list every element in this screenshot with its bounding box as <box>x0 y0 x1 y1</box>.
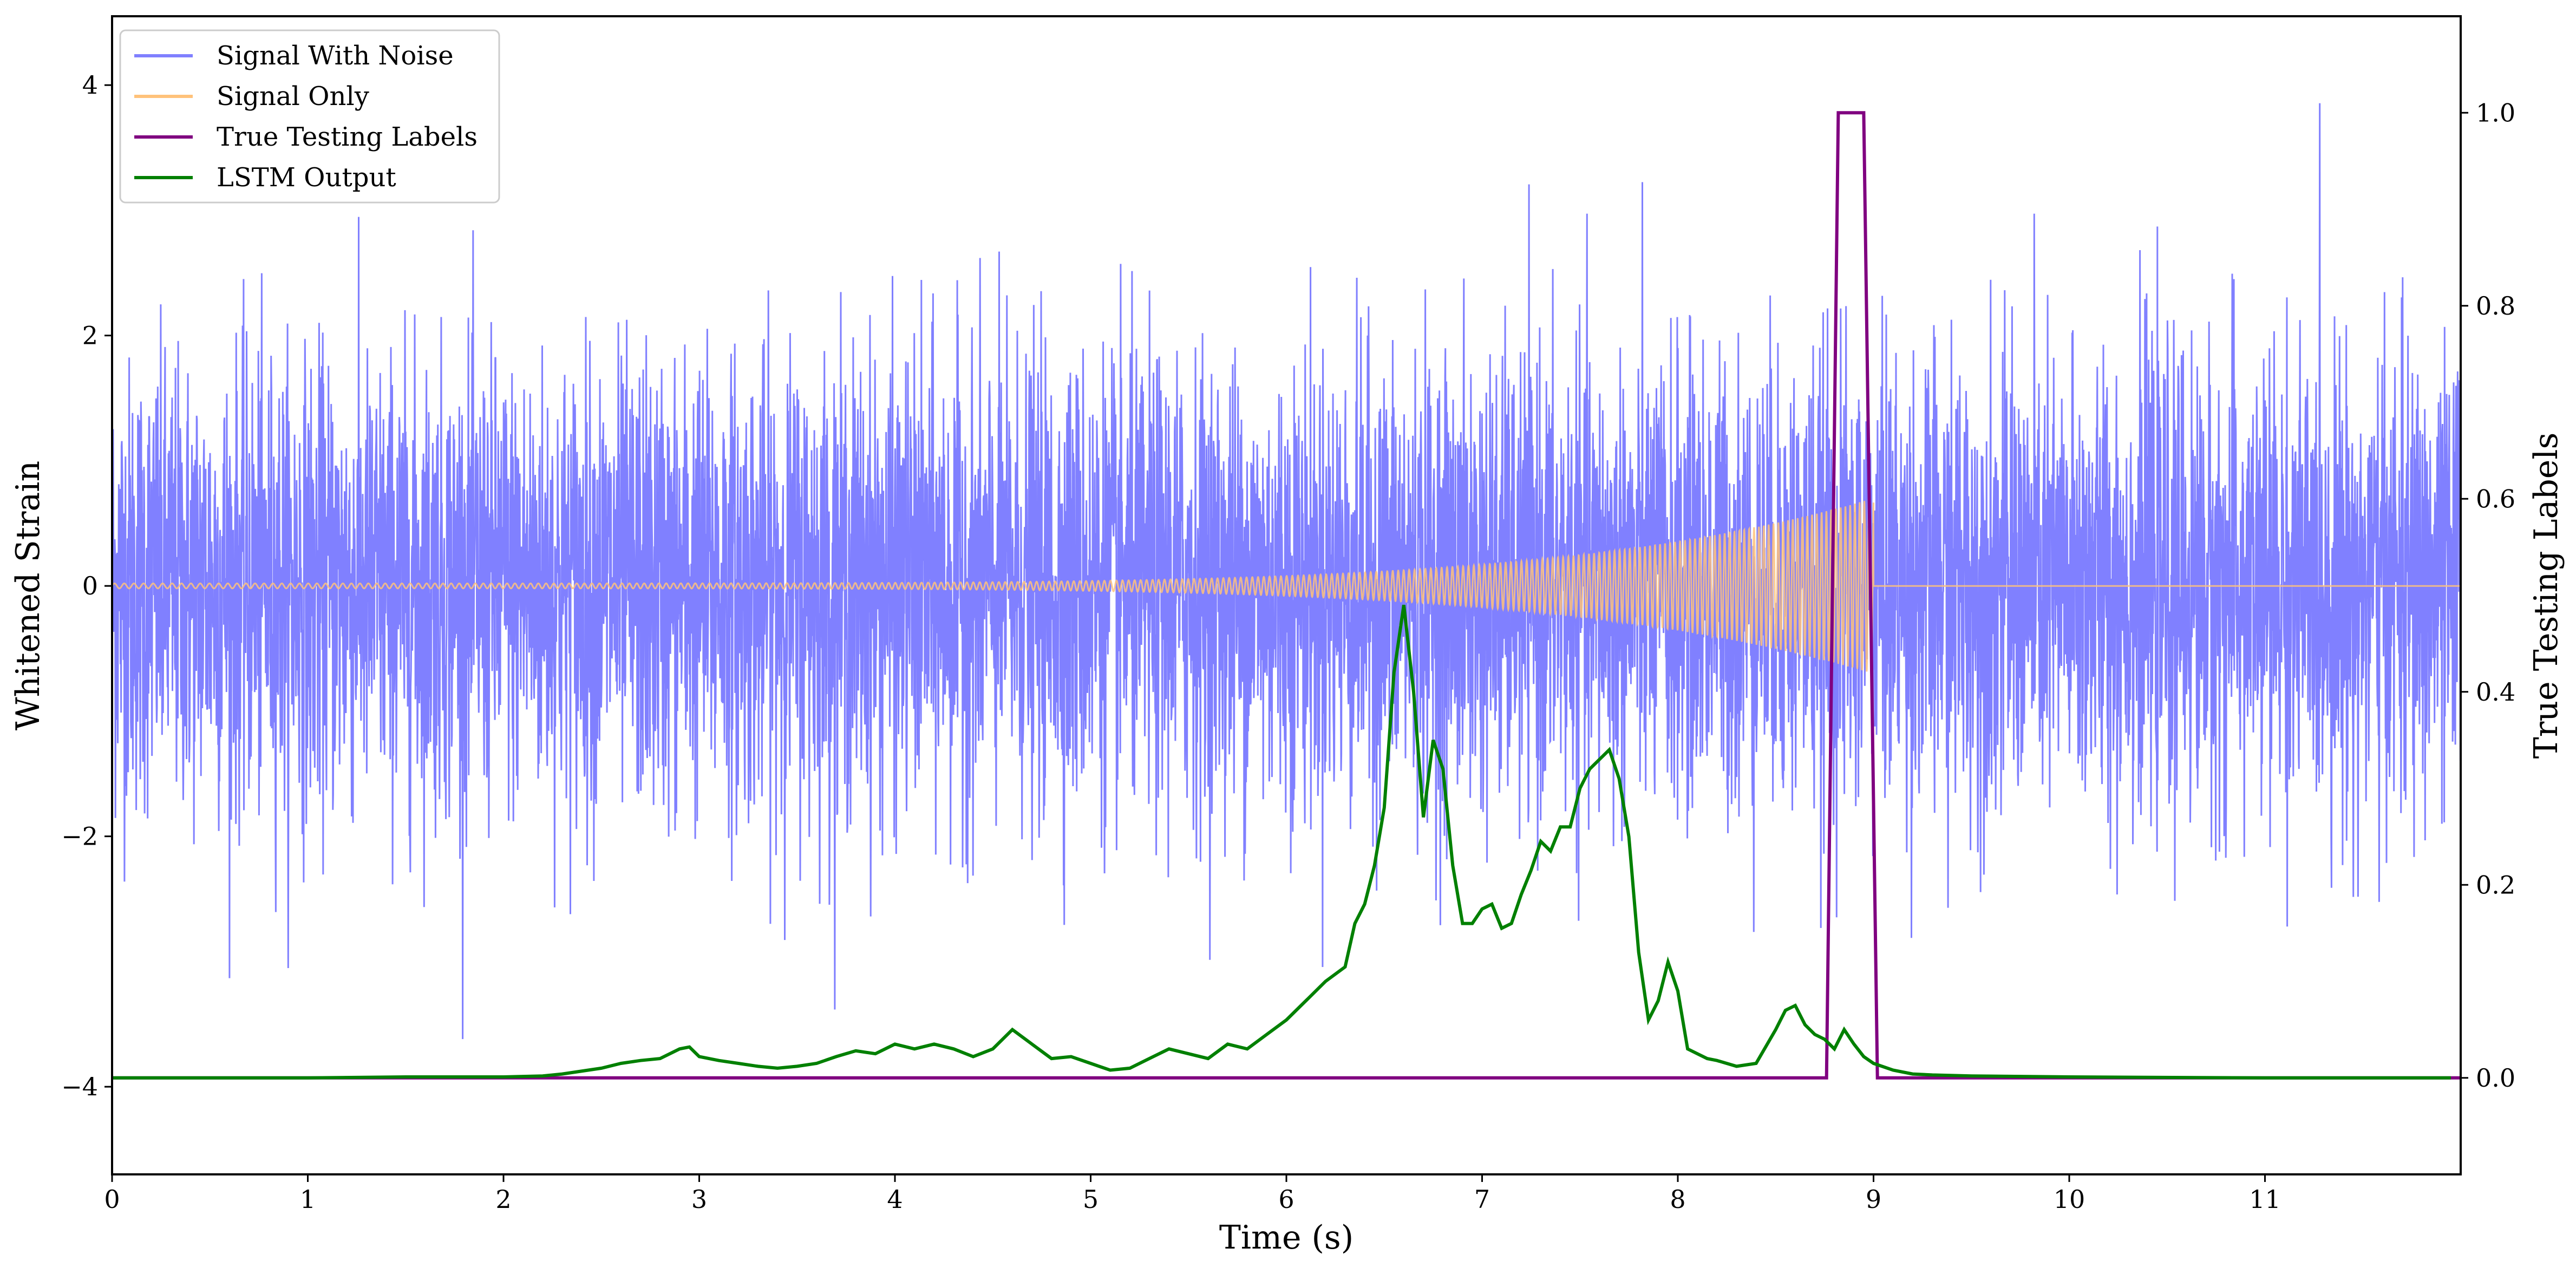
x-tick-label: 5 <box>1083 1185 1099 1214</box>
x-tick-label: 3 <box>691 1185 707 1214</box>
legend-box <box>119 29 500 204</box>
x-tick-label: 1 <box>300 1185 316 1214</box>
x-tick-label: 2 <box>495 1185 511 1214</box>
y-axis-title: Whitened Strain <box>9 461 47 730</box>
series-signal-with-noise <box>111 103 2462 1040</box>
y2-tick-label: 0.2 <box>2476 870 2515 899</box>
legend-label-true-testing-labels: True Testing Labels <box>217 122 478 152</box>
x-tick-label: 9 <box>1866 1185 1881 1214</box>
y2-tick-label: 1.0 <box>2476 98 2515 127</box>
x-tick-label: 8 <box>1670 1185 1685 1214</box>
x-tick-label: 0 <box>104 1185 120 1214</box>
y2-tick-label: 0.0 <box>2476 1063 2515 1093</box>
x-tick-label: 6 <box>1278 1185 1294 1214</box>
legend-label-lstm-output: LSTM Output <box>217 162 396 193</box>
series-signal-only <box>111 499 2461 673</box>
y-tick-label: 4 <box>82 70 98 100</box>
x-axis-title: Time (s) <box>1219 1219 1354 1257</box>
series-true-testing-labels <box>112 111 2461 1080</box>
y2-tick-label: 0.4 <box>2476 677 2515 707</box>
x-tick-label: 4 <box>887 1185 903 1214</box>
plot-frame <box>111 15 2462 1175</box>
axis-ticks: 0 1 2 3 4 5 6 7 8 9 10 11 −4 −2 0 2 4 0.0 0.2 0.4 0.6 0.8 1.0 <box>61 70 2515 1214</box>
legend-label-signal-only: Signal Only <box>217 81 369 112</box>
legend: Signal With Noise Signal Only True Testi… <box>119 29 500 204</box>
y-tick-label: −4 <box>61 1072 98 1101</box>
y2-tick-label: 0.6 <box>2476 484 2515 513</box>
y2-tick-label: 0.8 <box>2476 291 2515 321</box>
x-tick-label: 11 <box>2249 1185 2281 1214</box>
series-lstm-output <box>112 604 2451 1080</box>
y-tick-label: −2 <box>61 822 98 851</box>
y-tick-label: 0 <box>82 571 98 600</box>
legend-label-signal-with-noise: Signal With Noise <box>217 41 454 71</box>
y2-axis-title: True Testing Labels <box>2527 433 2565 759</box>
x-tick-label: 10 <box>2054 1185 2085 1214</box>
y-tick-label: 2 <box>82 321 98 350</box>
x-tick-label: 7 <box>1474 1185 1490 1214</box>
plot-area <box>111 103 2462 1080</box>
